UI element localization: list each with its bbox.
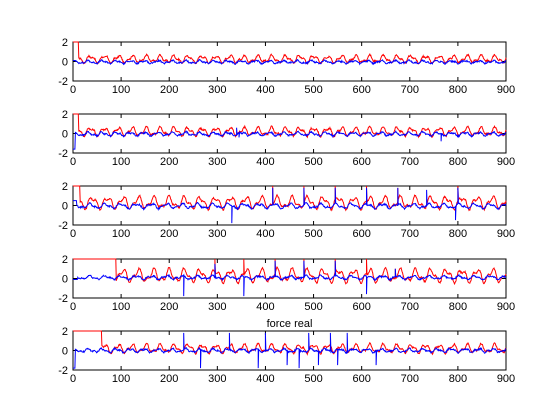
x-tick-label: 100 xyxy=(112,84,130,96)
y-tick-label: -2 xyxy=(58,76,68,88)
subplot-5: force real 0 100 200 300 400 500 600 700 800 900 -2… xyxy=(58,318,515,385)
x-tick-label: 100 xyxy=(112,373,130,385)
y-tick-label: 0 xyxy=(62,346,68,358)
x-tick-label: 500 xyxy=(304,301,322,313)
x-tick-label: 800 xyxy=(449,301,467,313)
series-line-1 xyxy=(73,258,507,286)
x-tick-label: 300 xyxy=(208,373,226,385)
x-tick-label: 500 xyxy=(304,84,322,96)
x-tick-label: 400 xyxy=(256,228,274,240)
x-tick-label: 100 xyxy=(112,301,130,313)
x-tick-label: 700 xyxy=(401,156,419,168)
x-tick-label: 900 xyxy=(497,228,515,240)
x-tick-label: 800 xyxy=(449,156,467,168)
x-tick-label: 100 xyxy=(112,228,130,240)
y-tick-label: -2 xyxy=(58,148,68,160)
x-tick-label: 600 xyxy=(352,373,370,385)
x-tick-label: 200 xyxy=(160,228,178,240)
subplot-1: 0 100 200 300 400 500 600 700 800 900-202 xyxy=(58,37,515,96)
y-tick-label: 2 xyxy=(62,109,68,121)
series-line-2 xyxy=(73,58,507,66)
x-tick-label: 800 xyxy=(449,373,467,385)
x-tick-label: 300 xyxy=(208,84,226,96)
x-tick-label: 500 xyxy=(304,228,322,240)
x-tick-label: 0 xyxy=(70,373,76,385)
subplot-3: 0 100 200 300 400 500 600 700 800 900-202 xyxy=(58,181,515,240)
x-tick-label: 400 xyxy=(256,84,274,96)
x-tick-label: 500 xyxy=(304,373,322,385)
x-tick-label: 600 xyxy=(352,301,370,313)
x-tick-label: 0 xyxy=(70,84,76,96)
series-line-2 xyxy=(73,332,507,369)
x-tick-label: 200 xyxy=(160,373,178,385)
x-tick-label: 500 xyxy=(304,156,322,168)
x-tick-label: 0 xyxy=(70,156,76,168)
subplot-4: 0 100 200 300 400 500 600 700 800 900-202 xyxy=(58,254,515,313)
x-tick-label: 600 xyxy=(352,228,370,240)
x-tick-label: 700 xyxy=(401,84,419,96)
panel-title: force real xyxy=(267,318,313,330)
y-tick-label: -2 xyxy=(58,293,68,305)
x-tick-label: 600 xyxy=(352,84,370,96)
x-tick-label: 700 xyxy=(401,373,419,385)
x-tick-label: 900 xyxy=(497,156,515,168)
series-line-2 xyxy=(73,127,507,150)
x-tick-label: 800 xyxy=(449,228,467,240)
x-tick-label: 900 xyxy=(497,301,515,313)
x-tick-label: 0 xyxy=(70,228,76,240)
subplot-2: 0 100 200 300 400 500 600 700 800 900-202 xyxy=(58,109,515,168)
y-tick-label: -2 xyxy=(58,220,68,232)
x-tick-label: 300 xyxy=(208,301,226,313)
x-tick-label: 100 xyxy=(112,156,130,168)
x-tick-label: 800 xyxy=(449,84,467,96)
y-tick-label: 0 xyxy=(62,201,68,213)
x-tick-label: 700 xyxy=(401,228,419,240)
x-tick-label: 200 xyxy=(160,84,178,96)
series-line-2 xyxy=(73,187,507,224)
y-tick-label: 0 xyxy=(62,57,68,69)
x-tick-label: 200 xyxy=(160,156,178,168)
x-tick-label: 400 xyxy=(256,301,274,313)
x-tick-label: 900 xyxy=(497,373,515,385)
x-tick-label: 300 xyxy=(208,228,226,240)
y-tick-label: 2 xyxy=(62,181,68,193)
y-tick-label: 0 xyxy=(62,129,68,141)
x-tick-label: 200 xyxy=(160,301,178,313)
y-tick-label: 2 xyxy=(62,37,68,49)
x-tick-label: 600 xyxy=(352,156,370,168)
y-tick-label: 0 xyxy=(62,274,68,286)
x-tick-label: 700 xyxy=(401,301,419,313)
y-tick-label: -2 xyxy=(58,365,68,377)
y-tick-label: 2 xyxy=(62,254,68,266)
x-tick-label: 400 xyxy=(256,156,274,168)
y-tick-label: 2 xyxy=(62,326,68,338)
series-line-2 xyxy=(73,260,507,297)
x-tick-label: 0 xyxy=(70,301,76,313)
x-tick-label: 300 xyxy=(208,156,226,168)
x-tick-label: 900 xyxy=(497,84,515,96)
x-tick-label: 400 xyxy=(256,373,274,385)
